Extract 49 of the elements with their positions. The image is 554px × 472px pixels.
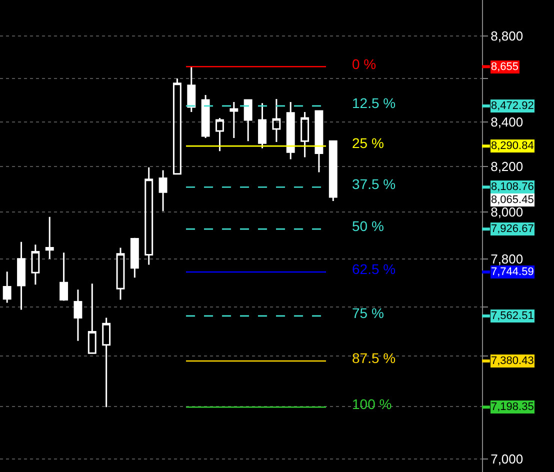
- candlestick: [2, 270, 12, 304]
- candlestick: [102, 317, 111, 408]
- annotation: 0 %: [352, 56, 376, 72]
- candlestick: [17, 241, 26, 310]
- candlestick: [60, 252, 68, 302]
- candlestick: [172, 78, 182, 175]
- text: 7,744.59: [491, 266, 534, 278]
- annotation: 100 %: [352, 396, 392, 412]
- y-tick-label: 8,400: [490, 114, 524, 130]
- text: 8,065.45: [491, 194, 534, 206]
- candlestick: [314, 110, 324, 174]
- candlestick: [328, 140, 338, 202]
- text: 8,472.92: [491, 100, 534, 112]
- annotation: 37.5 %: [352, 176, 396, 192]
- y-tick-label: 8,000: [490, 204, 524, 220]
- candlestick: [158, 170, 168, 212]
- text: 7,562.51: [491, 310, 534, 322]
- candlestick: [31, 244, 40, 286]
- candlestick: [244, 99, 252, 142]
- annotation: 62.5 %: [352, 261, 396, 277]
- annotation: 50 %: [352, 218, 384, 234]
- annotation: 75 %: [352, 305, 384, 321]
- candlestick: [45, 216, 54, 260]
- annotation: 12.5 %: [352, 95, 396, 111]
- annotation: 25 %: [352, 135, 384, 151]
- candlestick: [272, 98, 281, 143]
- candlestick: [216, 117, 224, 152]
- candlestick: [116, 246, 125, 301]
- candlestick: [88, 282, 96, 354]
- y-tick-label: 8,200: [490, 158, 524, 174]
- candlestick: [230, 101, 238, 139]
- text: 7,926.67: [491, 223, 534, 235]
- text: 8,290.84: [491, 140, 534, 152]
- candlestick: [130, 237, 139, 278]
- candlestick: [300, 111, 310, 158]
- candlestick: [187, 66, 196, 113]
- text: 7,198.35: [491, 401, 534, 413]
- candlestick: [286, 101, 295, 160]
- candlestick: [144, 166, 154, 266]
- text: 7,380.43: [491, 355, 534, 367]
- text: 8,655: [491, 61, 519, 73]
- y-tick-label: 7,800: [490, 251, 524, 266]
- y-tick-label: 8,800: [490, 28, 524, 44]
- candlestick: [74, 288, 82, 342]
- y-tick-label: 7,000: [490, 451, 524, 466]
- text: 8,108.76: [491, 181, 534, 193]
- annotation: 87.5 %: [352, 350, 396, 366]
- candlestick: [201, 94, 210, 139]
- candlestick: [258, 102, 266, 150]
